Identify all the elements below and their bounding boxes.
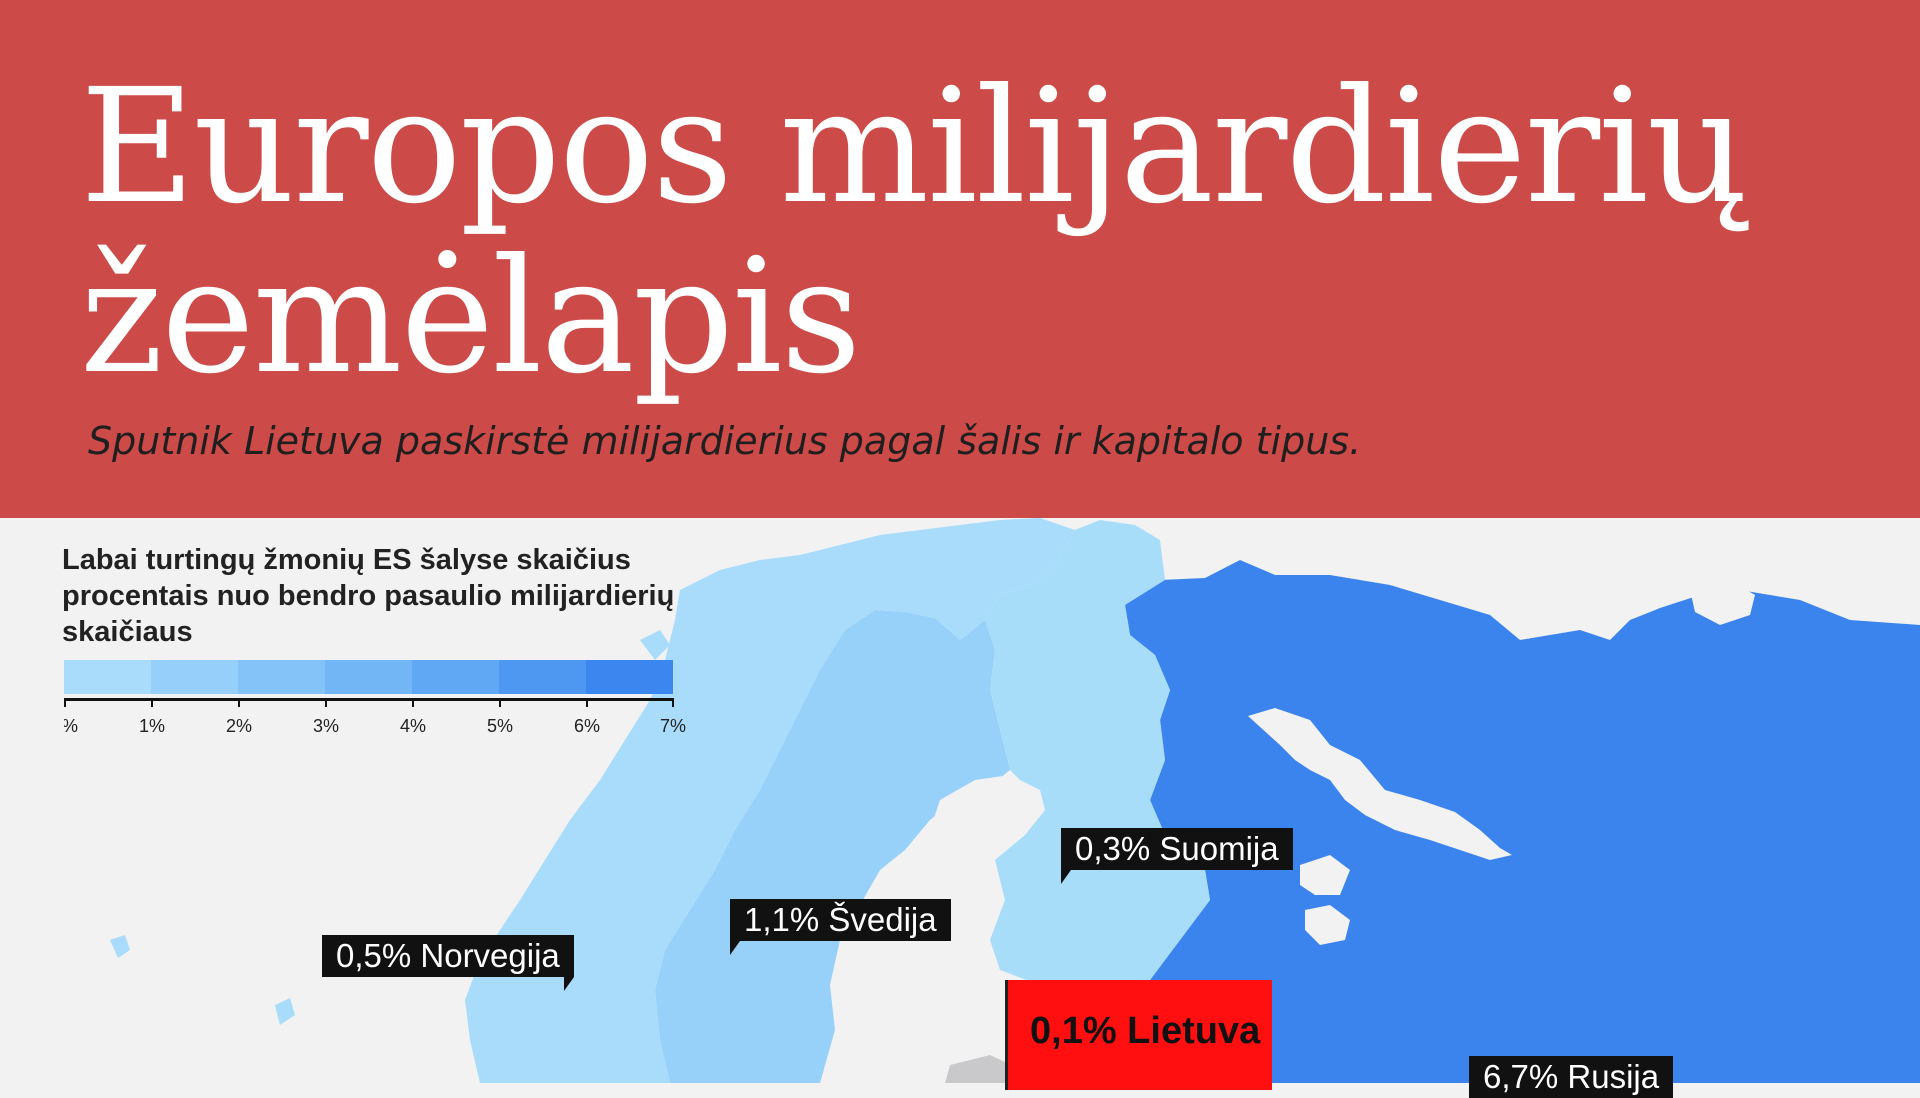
legend-tick (499, 698, 501, 707)
label-sweden-pointer (730, 941, 740, 955)
legend-tick-label: 5% (487, 716, 513, 736)
legend-tick-label: 3% (313, 716, 339, 736)
page-title: Europos milijardierių žemėlapis (80, 55, 1748, 409)
legend-axis (64, 698, 673, 701)
islands-3 (275, 998, 295, 1025)
legend-tick-label: 7% (660, 716, 686, 736)
label-norway-text: 0,5% Norvegija (336, 937, 560, 974)
legend-swatch (151, 660, 238, 694)
legend-swatch (325, 660, 412, 694)
legend-tick (64, 698, 66, 707)
islands-2 (110, 935, 130, 958)
legend-tick (412, 698, 414, 707)
legend-tick-label: 1% (139, 716, 165, 736)
country-sweden (655, 610, 1010, 1083)
page-subtitle: Sputnik Lietuva paskirstė milijardierius… (88, 419, 1362, 463)
legend-tick-label: 6% (574, 716, 600, 736)
legend-swatch (499, 660, 586, 694)
legend-swatch (238, 660, 325, 694)
legend-tick (325, 698, 327, 707)
header-banner: Europos milijardierių žemėlapis Sputnik … (0, 0, 1920, 518)
label-russia-text: 6,7% Rusija (1483, 1058, 1660, 1095)
label-sweden-text: 1,1% Švedija (744, 901, 937, 938)
country-estonia (945, 1055, 1005, 1083)
country-norway (465, 518, 1075, 1083)
label-finland: 0,3% Suomija (1061, 828, 1293, 884)
legend-tick (151, 698, 153, 707)
label-norway-pointer (563, 977, 574, 991)
lake-onega (1300, 855, 1350, 895)
legend-bar: 0% 1% 2% 3% 4% 5% 6% 7% (52, 660, 703, 744)
label-finland-pointer (1061, 870, 1071, 884)
legend-tick (238, 698, 240, 707)
legend-tick-label: 4% (400, 716, 426, 736)
legend-tick (586, 698, 588, 707)
legend-swatch (586, 660, 673, 694)
label-sweden: 1,1% Švedija (730, 899, 951, 955)
country-russia (1125, 560, 1920, 1083)
legend-scale-svg: 0% 1% 2% 3% 4% 5% 6% 7% (52, 660, 686, 736)
lake-ladoga (1305, 905, 1350, 945)
label-finland-text: 0,3% Suomija (1075, 830, 1279, 867)
legend-tick-label: 2% (226, 716, 252, 736)
legend-tick-label: 0% (64, 716, 78, 736)
island (1690, 580, 1755, 625)
label-lithuania: 0,1% Lietuva (1005, 980, 1272, 1090)
legend-swatch (412, 660, 499, 694)
label-norway: 0,5% Norvegija (322, 935, 574, 991)
white-sea (1248, 708, 1512, 860)
country-finland (985, 520, 1210, 990)
label-russia: 6,7% Rusija (1469, 1056, 1674, 1098)
islands-1 (640, 630, 670, 660)
legend-swatch (64, 660, 151, 694)
legend-tick (672, 698, 674, 707)
legend-title: Labai turtingų žmonių ES šalyse skaičius… (62, 544, 675, 648)
label-lithuania-text: 0,1% Lietuva (1030, 1010, 1261, 1052)
